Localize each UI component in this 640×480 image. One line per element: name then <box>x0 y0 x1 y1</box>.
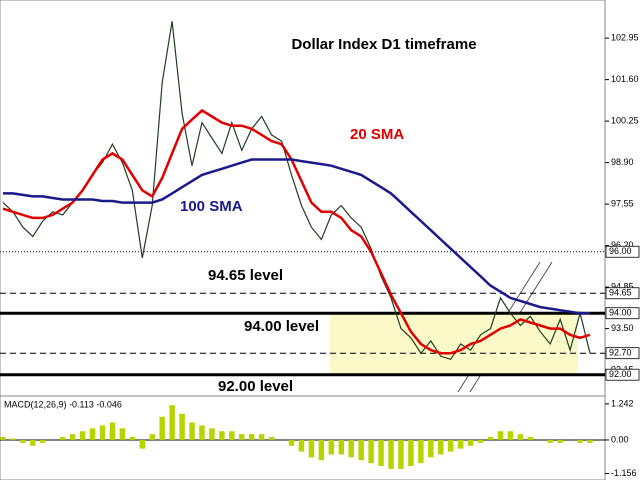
bar <box>59 437 66 440</box>
range-zone <box>330 313 578 375</box>
y-tick-label: -1.156 <box>611 468 637 478</box>
y-tick-label: 97.55 <box>611 198 634 208</box>
bar <box>248 434 255 440</box>
plot-frame <box>0 0 606 480</box>
bar <box>89 428 96 440</box>
bar <box>179 413 185 440</box>
y-tick-label: 102.95 <box>611 32 639 42</box>
level-label-box <box>605 287 640 300</box>
y-tick-label: 1.242 <box>611 398 634 408</box>
y-tick-label: 0.00 <box>611 434 629 444</box>
chart-title: Dollar Index D1 timeframe <box>291 36 476 53</box>
annotation: 20 SMA <box>350 126 404 143</box>
bar <box>527 437 534 440</box>
bar <box>438 439 444 455</box>
y-tick-label: 101.60 <box>611 74 639 84</box>
level-label-box <box>605 245 640 258</box>
bar <box>368 439 374 464</box>
bar <box>298 439 305 452</box>
price-line <box>2 21 591 361</box>
y-tick-label: 93.50 <box>611 323 634 333</box>
bar <box>209 428 215 440</box>
bar <box>547 439 553 443</box>
bar <box>477 439 484 443</box>
bar <box>189 422 195 440</box>
bar <box>338 439 345 455</box>
bar <box>447 439 454 452</box>
bar <box>129 437 136 440</box>
level-label-box <box>605 347 640 360</box>
bar <box>0 437 6 440</box>
annotation: 94.00 level <box>244 318 319 335</box>
y-tick-label: 100.25 <box>611 115 639 125</box>
annotation: 100 SMA <box>180 198 243 215</box>
bar <box>99 425 106 440</box>
bar <box>428 439 434 458</box>
y-tick-label: 98.90 <box>611 157 634 167</box>
y-tick-label: 96.20 <box>611 240 634 250</box>
bar <box>378 439 384 467</box>
bar <box>239 434 245 440</box>
bar <box>487 437 494 440</box>
bar <box>20 439 26 443</box>
bar <box>457 439 464 449</box>
bar <box>10 438 16 440</box>
bar <box>169 405 175 440</box>
level-label: 92.70 <box>609 348 632 358</box>
bar <box>268 437 275 440</box>
sma-line <box>2 108 591 355</box>
bar <box>219 431 225 440</box>
bar <box>159 416 165 440</box>
bar <box>517 434 524 440</box>
level-label-box <box>605 307 640 320</box>
bar <box>40 439 46 443</box>
annotation: 92.00 level <box>218 378 293 395</box>
bar <box>30 439 36 446</box>
bar <box>149 434 155 440</box>
annotation: 94.65 level <box>208 267 283 284</box>
bar <box>318 439 325 461</box>
bar <box>587 439 593 443</box>
level-label: 92.00 <box>609 369 632 379</box>
bar <box>467 439 474 446</box>
bar <box>398 439 404 469</box>
bar <box>418 439 424 464</box>
bar <box>408 439 414 467</box>
bar <box>497 431 504 440</box>
bar <box>348 439 354 458</box>
bar <box>139 439 146 449</box>
bar <box>308 439 315 458</box>
bar <box>288 439 295 446</box>
y-tick-label: 94.85 <box>611 281 634 291</box>
bar <box>507 431 514 440</box>
sma-line <box>3 158 590 315</box>
bar <box>119 428 126 440</box>
level-label: 94.00 <box>609 308 632 318</box>
bar <box>258 434 265 440</box>
bar <box>79 431 86 440</box>
bar <box>328 439 335 455</box>
bar <box>557 439 563 443</box>
level-label-box <box>605 368 640 381</box>
macd-label: MACD(12,26,9) -0.113 -0.046 <box>4 399 122 409</box>
bar <box>229 431 235 440</box>
bar <box>69 434 76 440</box>
level-label: 94.65 <box>609 288 632 298</box>
level-label: 96.00 <box>609 246 632 256</box>
bar <box>388 439 394 469</box>
bar <box>358 439 364 461</box>
bar <box>577 439 583 443</box>
bar <box>199 425 205 440</box>
bar <box>109 422 116 440</box>
